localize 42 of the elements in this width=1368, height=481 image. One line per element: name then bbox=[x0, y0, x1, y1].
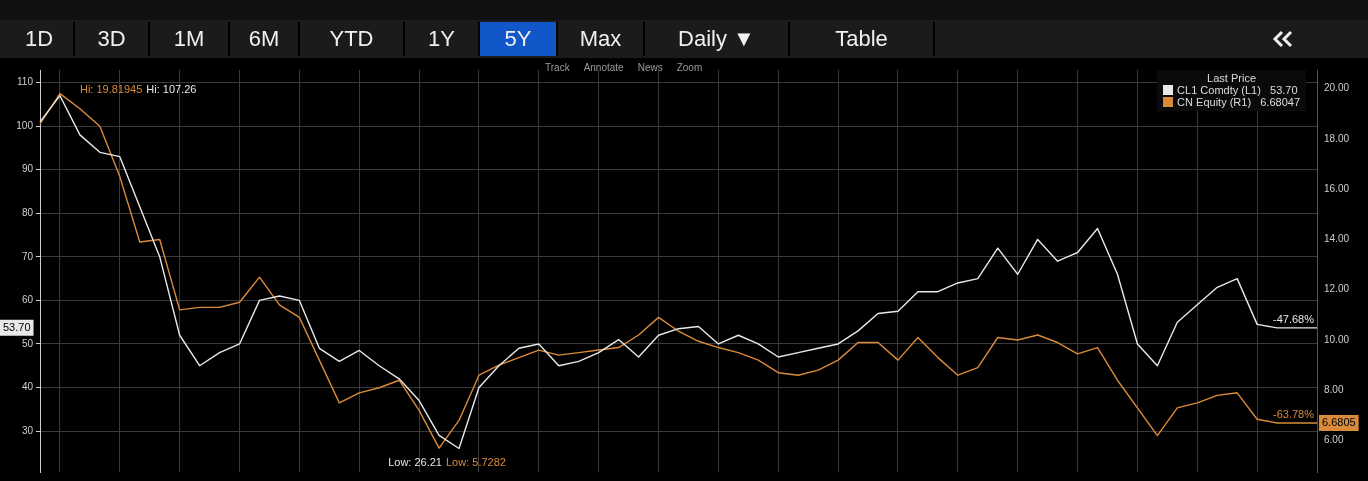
legend-label: CN Equity (R1) 6.68047 bbox=[1177, 96, 1300, 108]
legend-title: Last Price bbox=[1206, 72, 1257, 84]
y-tick-label: 60 bbox=[21, 294, 34, 306]
annotation: -63.78% bbox=[1273, 408, 1315, 421]
y-tick-label: 70 bbox=[21, 250, 34, 262]
legend-label: CL1 Comdty (L1) 53.70 bbox=[1177, 84, 1298, 96]
text: 3D bbox=[75, 22, 150, 56]
text: 5Y bbox=[480, 22, 558, 56]
y2-tick-label: 16.00 bbox=[1324, 182, 1350, 194]
annotation: Low: 26.21 bbox=[388, 455, 442, 468]
text: Max bbox=[558, 22, 645, 56]
text: YTD bbox=[300, 22, 405, 56]
y2-tick-label: 6.00 bbox=[1324, 434, 1344, 446]
y-tick-label: 30 bbox=[21, 424, 34, 436]
y2-tick-label: 12.00 bbox=[1324, 283, 1350, 295]
y-tick-label: 100 bbox=[16, 119, 34, 131]
y-tick-label: 110 bbox=[17, 76, 34, 88]
annotation: Low: 5.7282 bbox=[445, 455, 506, 468]
text: 1Y bbox=[405, 22, 480, 56]
y2-tick-label: 8.00 bbox=[1324, 384, 1344, 396]
text: 1M bbox=[150, 22, 230, 56]
text: 53.70 bbox=[3, 320, 31, 333]
annotation: Zoom bbox=[676, 62, 703, 73]
text: Table bbox=[790, 22, 935, 56]
y2-tick-label: 18.00 bbox=[1324, 132, 1350, 144]
y-tick-label: 40 bbox=[21, 381, 34, 393]
text: 6M bbox=[230, 22, 300, 56]
annotation: Hi: 19.81945 bbox=[79, 82, 143, 95]
annotation: -47.68% bbox=[1273, 312, 1315, 325]
y-tick-label: 50 bbox=[21, 337, 34, 349]
annotation: News bbox=[637, 62, 663, 73]
y-tick-label: 80 bbox=[21, 207, 34, 219]
annotation: Annotate bbox=[583, 62, 624, 73]
y-tick-label: 90 bbox=[21, 163, 34, 175]
y2-tick-label: 20.00 bbox=[1324, 82, 1350, 94]
annotation: Track bbox=[545, 62, 570, 73]
annotation: Hi: 107.26 bbox=[146, 82, 197, 95]
y2-tick-label: 14.00 bbox=[1324, 233, 1350, 245]
y2-tick-label: 10.00 bbox=[1324, 333, 1350, 345]
text: 1D bbox=[5, 22, 75, 56]
text: 6.6805 bbox=[1321, 416, 1356, 429]
text: Daily ▼ bbox=[645, 22, 790, 56]
